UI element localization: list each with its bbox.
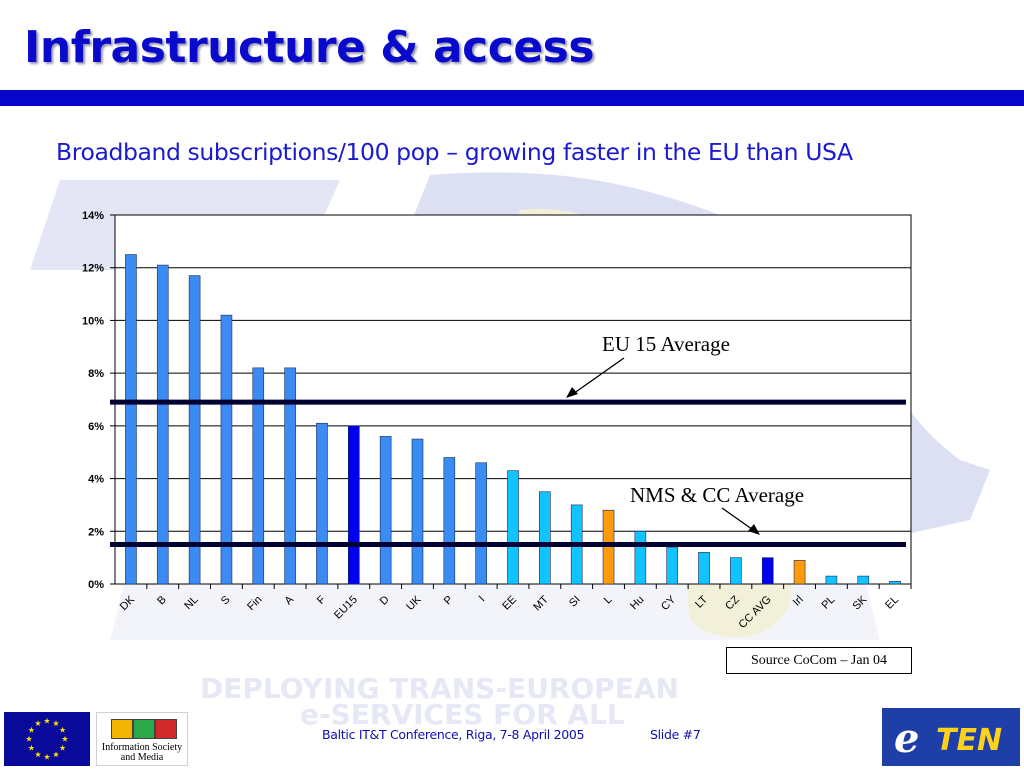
eu-flag-star (28, 744, 35, 751)
bar-l (602, 509, 615, 585)
bar-mt (539, 491, 551, 585)
eu15-average-label: EU 15 Average (602, 332, 730, 356)
y-tick-label: 12% (82, 263, 104, 275)
bar-pl (825, 575, 838, 585)
x-tick-label: Irl (791, 594, 806, 609)
slide-number: Slide #7 (650, 727, 701, 742)
bar-cz (730, 557, 742, 585)
y-tick-label: 2% (88, 526, 104, 538)
bar-cc-avg (761, 557, 774, 585)
slide-title: Infrastructure & access (24, 22, 595, 73)
y-tick-label: 14% (82, 210, 104, 222)
bar-i (475, 462, 487, 585)
x-tick-label: CY (659, 593, 679, 613)
x-tick-label: EE (500, 594, 519, 613)
nms-cc-average-arrow (721, 507, 757, 533)
x-tick-label: Hu (628, 594, 646, 612)
infosoc-caption-line1: Information Society (101, 742, 183, 753)
y-tick-label: 4% (88, 474, 104, 486)
information-society-logo: Information Society and Media (96, 712, 188, 766)
bars (125, 254, 901, 585)
x-tick-label: SK (850, 593, 869, 612)
x-tick-label: LT (693, 593, 710, 610)
bar-s (220, 314, 233, 585)
bar-p (443, 457, 456, 585)
bar-d (379, 436, 392, 585)
x-tick-label: MT (531, 593, 551, 613)
x-tick-label: S (219, 594, 233, 608)
x-tick-label: A (283, 593, 297, 607)
bar-irl (793, 559, 806, 585)
x-tick-label: EL (883, 594, 901, 612)
x-tick-label: CC AVG (737, 594, 774, 631)
source-note: Source CoCom – Jan 04 (726, 647, 912, 674)
y-axis-ticks: 0% 2% 4% 6% 8% 10% 12% 14% (82, 210, 115, 591)
nms-cc-average-annotation: NMS & CC Average (630, 483, 804, 535)
y-tick-label: 8% (88, 368, 104, 380)
eu-flag-logo (4, 712, 90, 766)
svg-text:e-SERVICES FOR ALL: e-SERVICES FOR ALL (300, 698, 625, 731)
eu-flag-star (52, 751, 60, 758)
x-tick-label: L (602, 594, 615, 607)
x-tick-label: CZ (723, 593, 742, 612)
eu-flag-star (61, 735, 69, 742)
bar-hu (634, 530, 647, 585)
eten-logo-e: e (894, 715, 919, 762)
y-tick-label: 10% (82, 315, 104, 327)
x-tick-label: PL (820, 594, 838, 612)
eu-flag-star (43, 753, 51, 760)
reference-lines (110, 399, 906, 547)
bar-lt (698, 552, 710, 585)
x-tick-label: F (315, 593, 328, 606)
bar-ee (507, 470, 519, 585)
chart-subtitle: Broadband subscriptions/100 pop – growin… (56, 138, 853, 166)
eu-flag-star (34, 751, 42, 758)
eu-flag-star (25, 735, 33, 742)
eu-flag-star (59, 726, 66, 733)
eu-flag-star (43, 717, 51, 724)
x-tick-label: NL (182, 594, 200, 612)
x-tick-label: Fin (245, 594, 264, 613)
y-tick-label: 0% (88, 579, 104, 591)
x-tick-label: SI (567, 594, 583, 610)
nms-cc-average-arrowhead (748, 524, 760, 535)
infosoc-caption-line2: and Media (120, 752, 164, 763)
x-tick-label: DK (118, 593, 138, 613)
bar-uk (411, 438, 424, 585)
bar-cy (666, 546, 679, 585)
bar-f (316, 422, 328, 585)
y-tick-label: 6% (88, 421, 104, 433)
eten-logo-ten: TEN (936, 723, 1002, 758)
svg-text:DEPLOYING TRANS-EUROPEAN: DEPLOYING TRANS-EUROPEAN (200, 672, 679, 705)
eu15-average-arrowhead (566, 387, 578, 398)
footer-conference: Baltic IT&T Conference, Riga, 7-8 April … (322, 727, 585, 742)
bar-fin (252, 367, 265, 585)
eu15-average-annotation: EU 15 Average (566, 332, 730, 398)
x-tick-label: EU15 (332, 594, 360, 622)
x-tick-label: I (477, 594, 488, 605)
bar-dk (125, 254, 137, 585)
bar-eu15 (347, 425, 360, 585)
title-rule (0, 90, 1024, 106)
bar-sk (857, 575, 870, 585)
bar-b (156, 264, 169, 585)
x-tick-label: D (378, 594, 392, 608)
nms-cc-average-label: NMS & CC Average (630, 483, 804, 507)
eu-flag-star (34, 720, 42, 726)
x-tick-label: B (155, 594, 169, 608)
x-tick-label: UK (404, 593, 424, 613)
eu15-average-arrow (569, 357, 625, 397)
x-tick-label: P (442, 594, 456, 608)
eu-flag-star (59, 744, 66, 751)
bar-el (889, 581, 901, 585)
bar-nl (188, 275, 201, 585)
eten-logo: e TEN (882, 708, 1020, 766)
bar-a (284, 367, 296, 585)
eu-flag-star (52, 720, 60, 726)
eu-flag-star (28, 726, 35, 733)
